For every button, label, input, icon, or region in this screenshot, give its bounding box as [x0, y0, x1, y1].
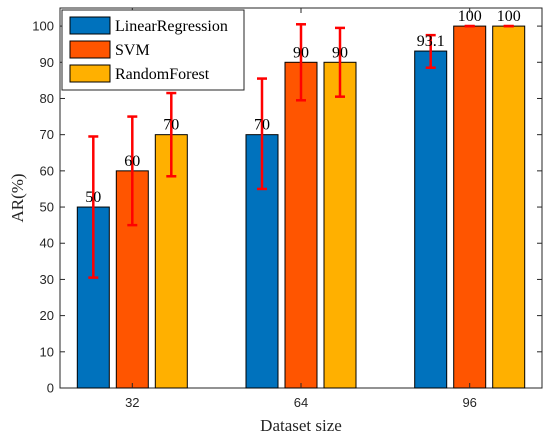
legend: LinearRegression SVM RandomForest — [61, 9, 245, 91]
error-bars — [88, 23, 514, 279]
bar-svm-96 — [453, 25, 487, 389]
bar-svm-64 — [284, 61, 318, 389]
y-tick-label: 20 — [40, 308, 54, 323]
y-tick-label: 40 — [40, 236, 54, 251]
y-tick-label: 0 — [47, 381, 54, 396]
data-labels: 50 60 70 70 90 90 93.1 100 100 — [85, 8, 520, 206]
data-label: 90 — [293, 44, 309, 61]
bar-linearregression-96 — [414, 50, 448, 389]
bar-randomforest-96 — [492, 25, 526, 389]
x-tick-label: 64 — [294, 395, 308, 410]
y-tick-label: 100 — [32, 19, 54, 34]
y-tick-label: 30 — [40, 272, 54, 287]
data-label: 100 — [458, 8, 482, 25]
legend-label: LinearRegression — [115, 18, 228, 35]
data-label: 70 — [163, 117, 179, 134]
legend-swatch — [69, 40, 111, 59]
y-tick-label: 10 — [40, 344, 54, 359]
legend-label: SVM — [115, 42, 150, 59]
data-label: 70 — [254, 117, 270, 134]
legend-swatch — [69, 64, 111, 83]
y-tick-label: 80 — [40, 91, 54, 106]
data-label: 60 — [124, 153, 140, 170]
data-label: 50 — [85, 189, 101, 206]
bar-randomforest-64 — [323, 61, 357, 389]
axes: 0 10 20 30 40 50 60 70 80 90 100 32 64 96 — [32, 8, 542, 410]
y-tick-label: 50 — [40, 200, 54, 215]
x-tick-label: 32 — [125, 395, 139, 410]
y-tick-label: 90 — [40, 55, 54, 70]
y-tick-label: 60 — [40, 163, 54, 178]
x-tick-label: 96 — [462, 395, 476, 410]
data-label: 100 — [497, 8, 521, 25]
legend-swatch — [69, 16, 111, 35]
y-axis-label: AR(%) — [8, 173, 27, 222]
legend-label: RandomForest — [115, 66, 210, 83]
data-label: 90 — [332, 44, 348, 61]
y-tick-label: 70 — [40, 127, 54, 142]
data-label: 93.1 — [417, 33, 445, 50]
x-axis-label: Dataset size — [260, 416, 342, 435]
